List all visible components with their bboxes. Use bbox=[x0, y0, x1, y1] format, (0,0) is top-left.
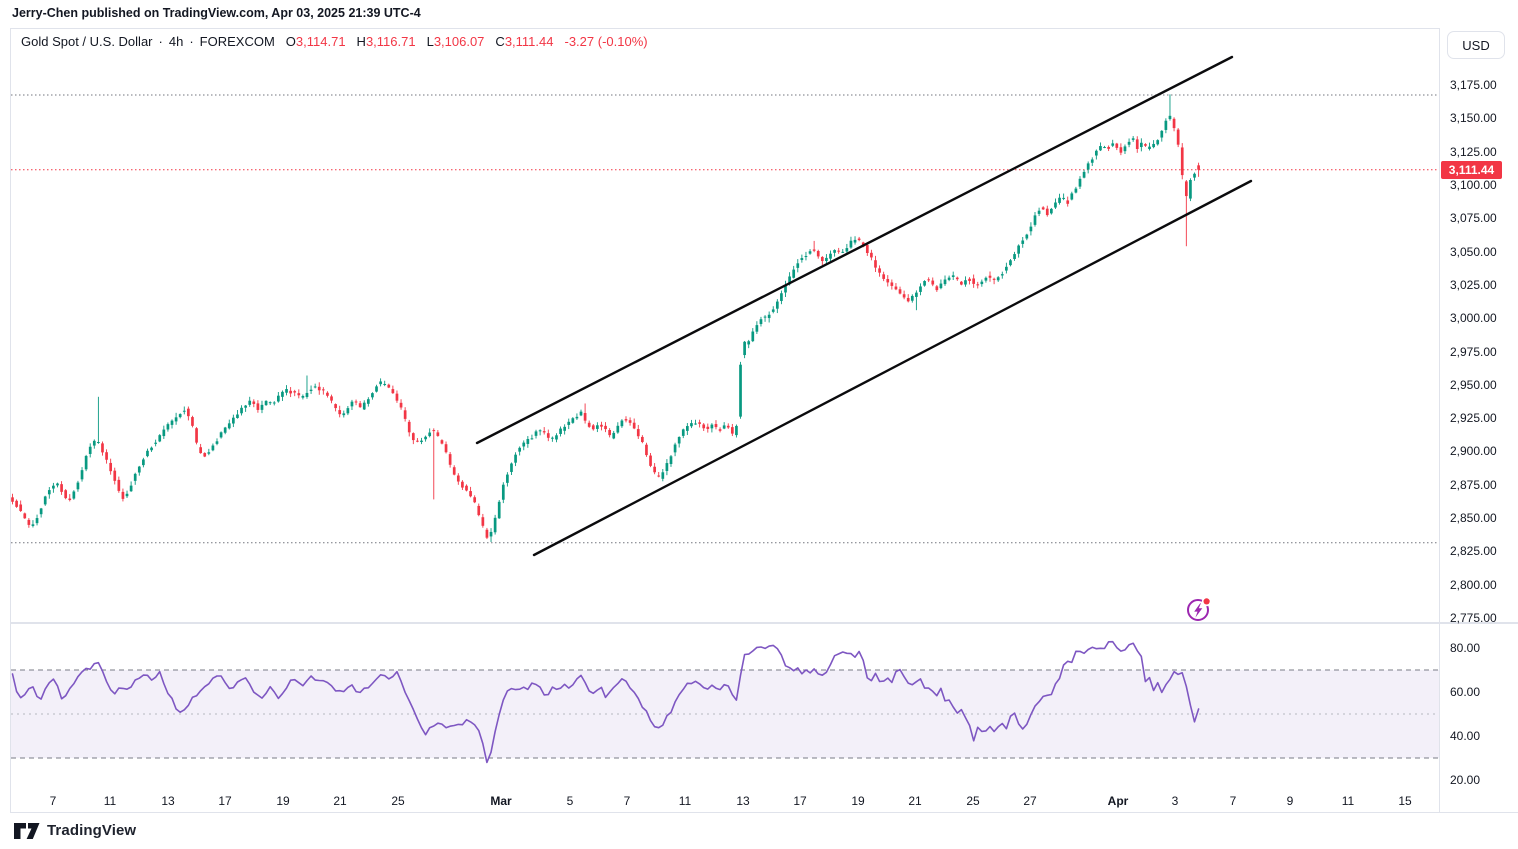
time-tick-label: 11 bbox=[103, 794, 117, 808]
price-tick-label: 2,850.00 bbox=[1450, 511, 1497, 526]
price-tick-label: 3,025.00 bbox=[1450, 277, 1497, 292]
attribution-text: Jerry-Chen published on TradingView.com,… bbox=[12, 6, 421, 20]
tradingview-logo[interactable]: TradingView bbox=[14, 822, 136, 839]
time-tick-label: 25 bbox=[966, 794, 980, 808]
time-tick-label: 27 bbox=[1023, 794, 1037, 808]
price-tick-label: 2,825.00 bbox=[1450, 544, 1497, 559]
time-tick-label: Mar bbox=[490, 794, 512, 808]
oscillator-tick-label: 40.00 bbox=[1450, 729, 1481, 743]
flash-icon[interactable] bbox=[1184, 595, 1213, 624]
time-tick-label: 9 bbox=[1286, 794, 1294, 808]
interval-label: 4h bbox=[168, 34, 184, 49]
price-tick-label: 2,875.00 bbox=[1450, 477, 1497, 492]
time-tick-label: 11 bbox=[678, 794, 692, 808]
ohlc-letter: O bbox=[285, 34, 296, 49]
legend-separator: · bbox=[189, 34, 194, 49]
time-tick-label: 21 bbox=[333, 794, 347, 808]
chart-frame bbox=[10, 28, 1518, 813]
candlestick-series[interactable] bbox=[11, 94, 1200, 543]
oscillator-line[interactable] bbox=[11, 640, 1200, 764]
price-tick-label: 2,900.00 bbox=[1450, 444, 1497, 459]
price-tick-label: 3,175.00 bbox=[1450, 78, 1497, 92]
price-tick-label: 2,925.00 bbox=[1450, 411, 1497, 426]
price-tick-label: 3,050.00 bbox=[1450, 244, 1497, 259]
legend-separator: · bbox=[158, 34, 163, 49]
ohlc-letter: L bbox=[426, 34, 434, 49]
time-tick-label: Apr bbox=[1107, 794, 1129, 808]
time-tick-label: 21 bbox=[908, 794, 922, 808]
price-level-lines bbox=[11, 94, 1439, 544]
notification-dot bbox=[1203, 598, 1210, 605]
price-tick-label: 3,075.00 bbox=[1450, 211, 1497, 226]
time-tick-label: 3 bbox=[1171, 794, 1179, 808]
price-tick-label: 2,800.00 bbox=[1450, 577, 1497, 592]
trend-channel[interactable] bbox=[475, 55, 1253, 557]
currency-button[interactable]: USD bbox=[1447, 31, 1505, 59]
time-tick-label: 7 bbox=[49, 794, 57, 808]
ohlc-value: 3,114.71 bbox=[295, 34, 346, 49]
ohlc-value: 3,106.07 bbox=[433, 34, 485, 49]
oscillator-tick-label: 80.00 bbox=[1450, 641, 1481, 655]
oscillator-tick-label: 60.00 bbox=[1450, 685, 1481, 699]
time-tick-label: 17 bbox=[793, 794, 807, 808]
exchange-label: FOREXCOM bbox=[199, 34, 275, 49]
ohlc-value: 3,111.44 bbox=[504, 34, 554, 49]
price-tick-label: 3,150.00 bbox=[1450, 111, 1497, 126]
time-tick-label: 25 bbox=[391, 794, 405, 808]
price-tick-label: 3,000.00 bbox=[1450, 311, 1497, 326]
tradingview-logo-icon bbox=[14, 822, 40, 839]
price-tick-label: 3,125.00 bbox=[1450, 144, 1497, 159]
ohlc-letter: H bbox=[356, 34, 366, 49]
last-price-badge: 3,111.44 bbox=[1441, 161, 1502, 179]
time-tick-label: 19 bbox=[851, 794, 865, 808]
ohlc-value: 3,116.71 bbox=[365, 34, 416, 49]
symbol-legend[interactable]: Gold Spot / U.S. Dollar · 4h · FOREXCOM … bbox=[21, 34, 648, 49]
tradingview-logo-text: TradingView bbox=[47, 822, 137, 839]
symbol-title: Gold Spot / U.S. Dollar bbox=[21, 34, 153, 49]
time-tick-label: 13 bbox=[736, 794, 750, 808]
change-label: -3.27 (-0.10%) bbox=[564, 34, 648, 49]
time-tick-label: 19 bbox=[276, 794, 290, 808]
time-tick-label: 7 bbox=[1229, 794, 1237, 808]
price-tick-label: 3,100.00 bbox=[1450, 177, 1497, 192]
time-tick-label: 7 bbox=[623, 794, 631, 808]
oscillator-tick-label: 20.00 bbox=[1450, 773, 1481, 787]
price-tick-label: 2,975.00 bbox=[1450, 344, 1497, 359]
ohlc-letter: C bbox=[495, 34, 505, 49]
time-tick-label: 13 bbox=[161, 794, 175, 808]
time-tick-label: 11 bbox=[1341, 794, 1355, 808]
price-tick-label: 2,950.00 bbox=[1450, 377, 1497, 392]
time-tick-label: 17 bbox=[218, 794, 232, 808]
time-tick-label: 5 bbox=[566, 794, 574, 808]
price-tick-label: 2,775.00 bbox=[1450, 611, 1497, 625]
ohlc-values: O 3,114.71 H 3,116.71 L 3,106.07 C 3,111.44 bbox=[282, 34, 554, 49]
time-tick-label: 15 bbox=[1398, 794, 1412, 808]
